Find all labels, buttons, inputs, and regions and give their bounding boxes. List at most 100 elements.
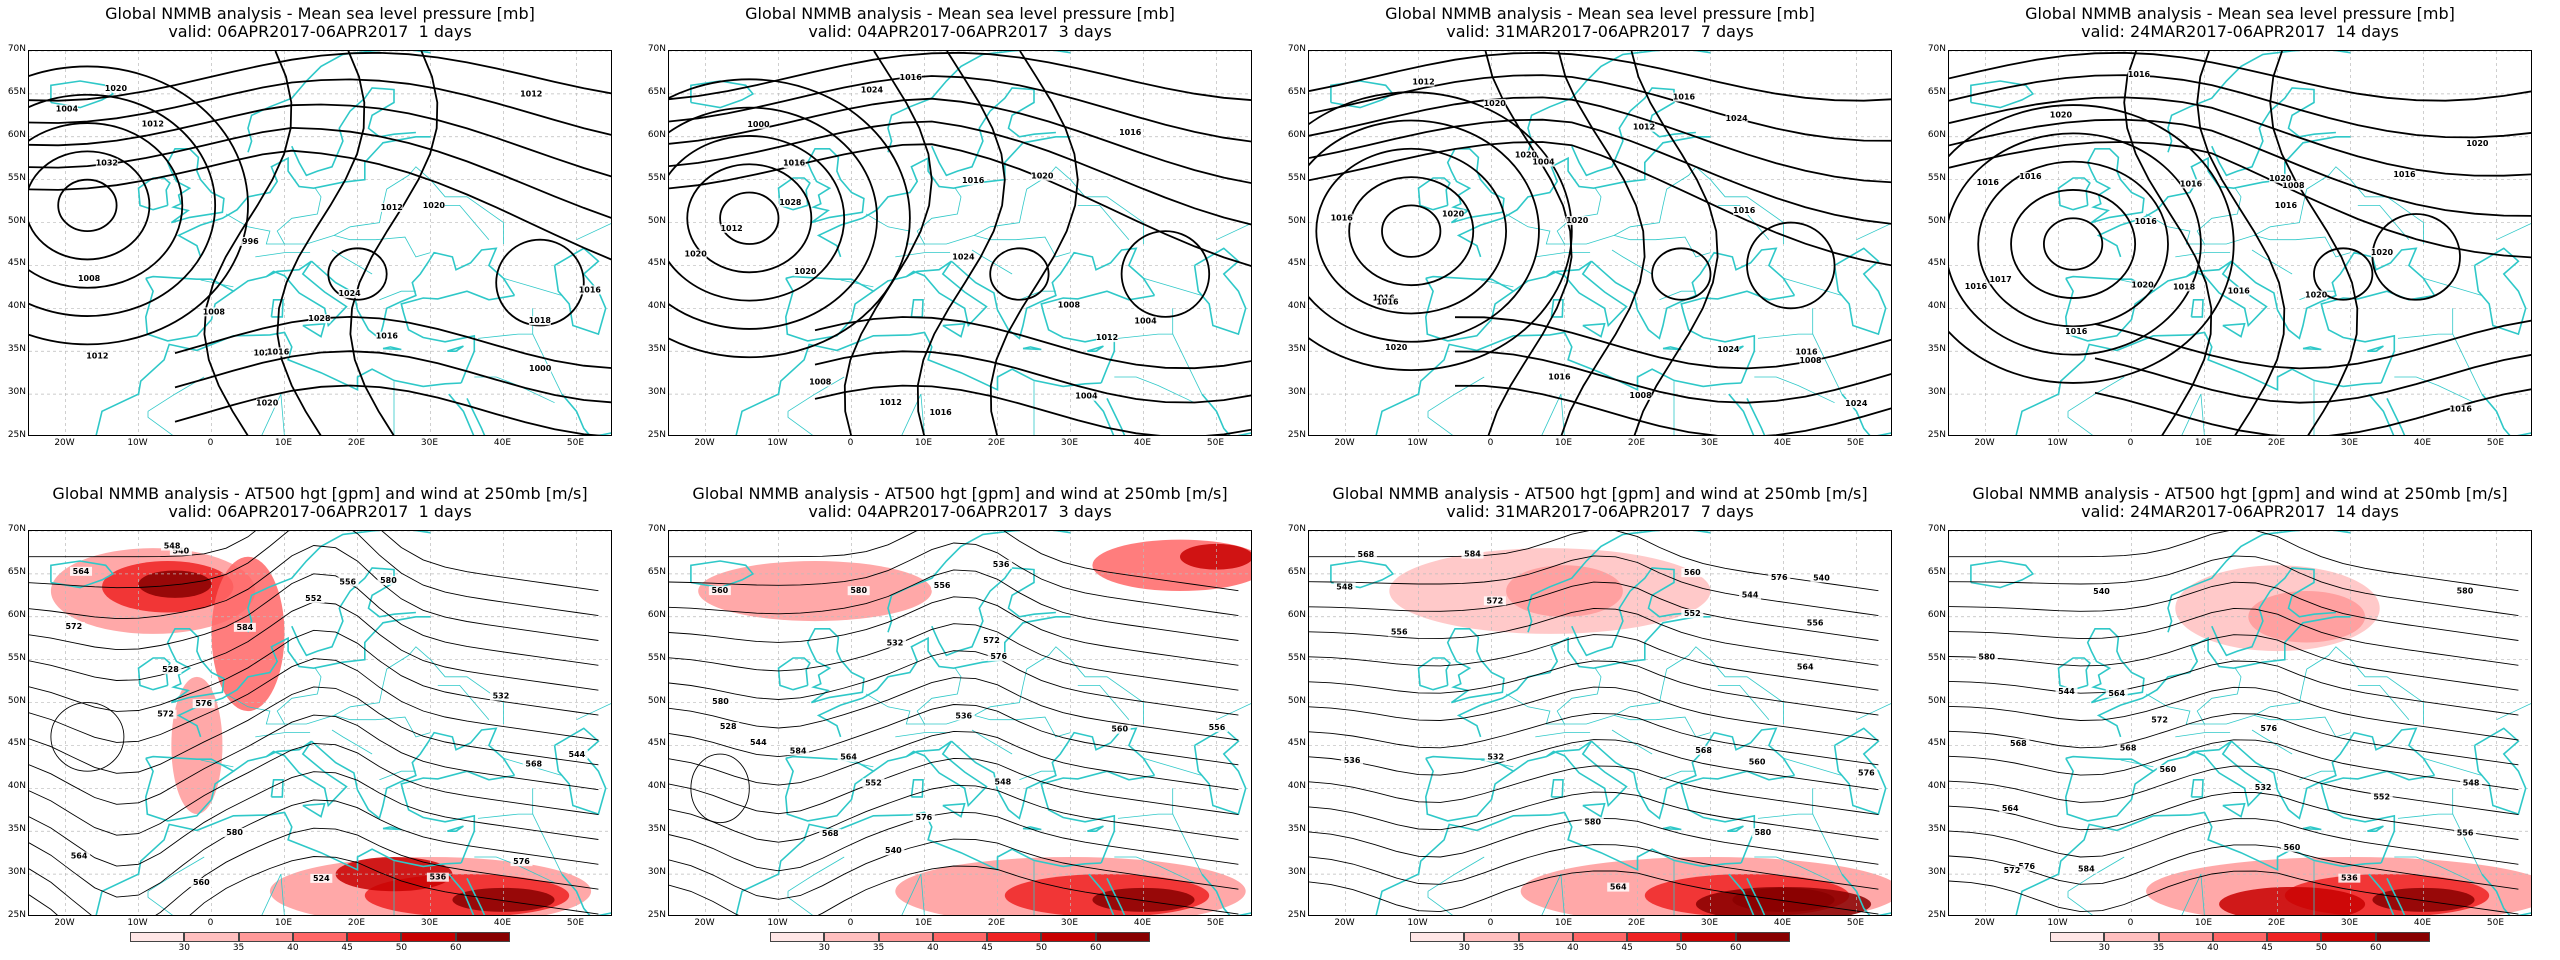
lat-tick-label: 55N [1287,652,1306,663]
lat-tick-label: 40N [7,781,26,792]
contour-label: 1020 [2131,281,2154,290]
wind-colorbar [2050,932,2430,944]
contour-label: 1016 [1548,372,1571,381]
lon-tick-label: 20E [2267,918,2286,928]
contour-label: 1016 [1733,206,1756,215]
lat-tick-label: 40N [647,301,666,312]
contour-label: 564 [1610,883,1627,892]
lat-lon-grid [29,51,611,435]
lon-tick-label: 0 [1487,438,1494,448]
lon-tick-label: 0 [207,918,214,928]
lon-tick-label: 40E [493,438,512,448]
contour-label: 1016 [1376,297,1399,306]
panel-title: Global NMMB analysis - AT500 hgt [gpm] a… [1332,484,1868,503]
lat-tick-label: 55N [7,172,26,183]
lon-tick-label: 20W [54,918,75,928]
contour-label: 1020 [2371,248,2394,257]
wind-colorbar [130,932,510,944]
lat-tick-label: 50N [647,695,666,706]
contour-label: 552 [1684,609,1701,618]
contour-label: 576 [990,652,1007,661]
colorbar-tick-label: 60 [1089,943,1102,953]
contour-label: 524 [313,874,330,883]
contour-label: 584 [237,623,254,632]
wind-speed-area [1180,543,1251,570]
lat-tick-label: 55N [647,652,666,663]
lon-tick-label: 20E [987,918,1006,928]
lon-tick-label: 0 [1487,918,1494,928]
country-borders [787,646,1251,915]
colorbar-segment [2212,932,2268,942]
lat-tick-label: 65N [647,566,666,577]
lon-tick-label: 30E [2340,438,2359,448]
map-area: 1000100410081012101610201028103210041008… [668,50,1252,436]
panel-valid-date: valid: 06APR2017-06APR2017 1 days [168,22,472,41]
contour-label: 1016 [2450,404,2473,413]
lat-tick-label: 70N [1287,524,1306,534]
lat-tick-label: 40N [1287,781,1306,792]
contour-label: 544 [750,738,767,747]
contour-label: 528 [162,665,179,674]
colorbar-tick-label: 45 [1621,943,1633,953]
lat-tick-label: 45N [7,738,26,749]
lat-tick-label: 25N [1287,910,1306,920]
lat-tick-label: 55N [1927,652,1946,663]
contour-label: 572 [157,710,174,719]
lat-tick-label: 70N [1927,44,1946,54]
colorbar-tick-label: 35 [872,943,885,953]
contour-label: 540 [2093,587,2110,596]
lat-tick-label: 65N [7,566,26,577]
contour-label: 580 [2457,587,2474,596]
contour-label: 556 [1807,619,1824,628]
colorbar-segment [347,932,402,942]
panel-title: Global NMMB analysis - AT500 hgt [gpm] a… [692,484,1228,503]
colorbar-segment [2104,932,2159,942]
contour-label: 576 [2018,862,2035,871]
lon-tick-label: 40E [1773,438,1792,448]
contour-label: 568 [1695,746,1712,755]
contour-label: 996 [242,237,259,246]
lon-tick-label: 10E [1554,918,1573,928]
panel-valid-date: valid: 31MAR2017-06APR2017 7 days [1446,22,1754,41]
lon-tick-label: 10W [767,438,788,448]
lat-tick-label: 30N [647,867,666,878]
contour-label: 572 [2004,866,2021,875]
map-panel-8: Global NMMB analysis - AT500 hgt [gpm] a… [1920,480,2560,960]
lon-tick-label: 50E [2486,918,2505,928]
lon-tick-label: 20E [347,918,366,928]
colorbar-segment [1095,932,1150,942]
colorbar-segment [401,932,456,942]
lat-tick-label: 25N [7,910,26,920]
contour-label: 1020 [1566,216,1589,225]
map-area: 1012 1008 1000 996 1016 1020 1024 1028 1032 1008 1… [28,50,612,436]
contour-label: 580 [850,586,867,595]
contour-label: 544 [2058,687,2075,696]
colorbar-tick-label: 50 [2315,943,2328,953]
wind-speed-area [138,570,212,598]
lat-tick-label: 35N [1287,344,1306,355]
colorbar-segment [1572,932,1628,942]
lon-tick-label: 20E [347,438,366,448]
country-borders [147,166,611,435]
lat-tick-label: 45N [1287,258,1306,269]
lat-tick-label: 25N [647,910,666,920]
colorbar-tick-label: 40 [2207,943,2219,953]
lat-tick-label: 30N [1927,867,1946,878]
contour-label: 1020 [1031,172,1054,181]
contour-label: 1016 [2228,287,2251,296]
lon-tick-label: 10E [914,438,933,448]
map-area: 1020100410081012101610201024100810121016… [1308,50,1892,436]
panel-valid-date: valid: 04APR2017-06APR2017 3 days [808,502,1112,521]
map-svg: 1020100410081012101610201024100810121016… [1309,51,1891,435]
lat-tick-label: 25N [7,430,26,440]
contour-label: 580 [1978,653,1995,662]
contour-label: 1016 [267,347,290,356]
contour-label: 560 [712,586,729,595]
contour-label: 1032 [96,159,118,168]
coastlines [1970,51,2531,435]
contour-label: 1008 [2282,181,2305,190]
colorbar-segment [932,932,988,942]
contour-label: 532 [887,639,904,648]
contour-label: 1018 [529,316,552,325]
colorbar-tick-label: 40 [1567,943,1579,953]
